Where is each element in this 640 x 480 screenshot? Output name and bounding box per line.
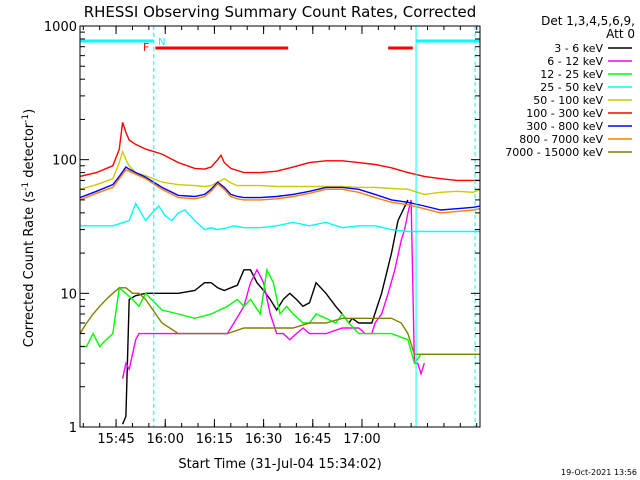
legend-label: 7000 - 15000 keV	[505, 146, 603, 159]
series-line	[80, 166, 480, 211]
series-8	[80, 287, 480, 355]
y-tick-label: 1000	[44, 20, 77, 35]
axis-layer: 1 10 100 1000 15:45 16:00 16:15 16:30 16:45 17:00	[44, 20, 480, 447]
legend-label: 300 - 800 keV	[526, 120, 603, 133]
footer-date: 19-Oct-2021 13:56	[561, 468, 637, 477]
series-line	[80, 168, 480, 214]
legend-entry: 12 - 25 keV	[540, 68, 632, 81]
x-tick-label: 16:00	[147, 432, 184, 447]
x-tick-label: 17:00	[343, 432, 380, 447]
legend-label: 3 - 6 keV	[554, 42, 603, 55]
y-tick-label: 100	[52, 154, 77, 169]
y-tick-label: 1	[69, 421, 77, 436]
series-3	[80, 201, 480, 233]
series-1	[121, 199, 425, 379]
series-line	[80, 149, 480, 196]
x-tick-label: 16:15	[196, 432, 233, 447]
legend-entry: 25 - 50 keV	[540, 81, 632, 94]
series-4	[80, 149, 480, 196]
flag-n-label: N	[158, 37, 165, 48]
flag-f-label: F	[143, 41, 149, 54]
x-tick-label: 16:30	[245, 432, 282, 447]
x-axis-label: Start Time (31-Jul-04 15:34:02)	[178, 457, 381, 472]
series-2	[80, 267, 480, 365]
plot-frame	[79, 25, 481, 428]
series-5	[80, 122, 480, 182]
legend-entry: 3 - 6 keV	[554, 42, 632, 55]
x-tick-label: 16:45	[294, 432, 331, 447]
plot-area: 1 10 100 1000 15:45 16:00 16:15 16:30 16:45 17:00	[44, 20, 481, 447]
legend-entry: 800 - 7000 keV	[519, 133, 632, 146]
legend-entry: 300 - 800 keV	[526, 120, 632, 133]
legend-header-line1: Det 1,3,4,5,6,9,	[541, 14, 635, 28]
legend-label: 25 - 50 keV	[540, 81, 603, 94]
series-0	[121, 199, 409, 425]
series-line	[80, 201, 480, 233]
y-tick-label: 10	[60, 287, 77, 302]
series-7	[80, 168, 480, 214]
legend-header-line2: Att 0	[606, 27, 635, 41]
y-label-part-1: Corrected Count Rate (s	[22, 191, 37, 348]
legend-entry: 100 - 300 keV	[526, 107, 632, 120]
legend-label: 12 - 25 keV	[540, 68, 603, 81]
series-line	[121, 199, 425, 379]
y-label-part-3: )	[22, 109, 37, 114]
legend-label: 50 - 100 keV	[533, 94, 603, 107]
x-tick-label: 15:45	[97, 432, 134, 447]
series-line	[80, 267, 480, 365]
legend-label: 800 - 7000 keV	[519, 133, 603, 146]
y-label-sup-2: -1	[21, 114, 31, 123]
legend-label: 6 - 12 keV	[547, 55, 603, 68]
series-layer	[80, 122, 480, 425]
series-line	[121, 199, 409, 425]
chart-title: RHESSI Observing Summary Count Rates, Co…	[84, 3, 477, 21]
legend-entry: 50 - 100 keV	[533, 94, 632, 107]
y-label-part-2: detector	[22, 122, 37, 182]
series-line	[80, 122, 480, 182]
legend-label: 100 - 300 keV	[526, 107, 603, 120]
legend-entry: 6 - 12 keV	[547, 55, 632, 68]
series-line	[80, 287, 480, 355]
y-label-sup-1: -1	[21, 182, 31, 191]
series-6	[80, 166, 480, 211]
annotation-layer	[79, 26, 480, 427]
legend-entry: 7000 - 15000 keV	[505, 146, 632, 159]
y-axis-label: Corrected Count Rate (s-1 detector-1)	[21, 109, 37, 347]
